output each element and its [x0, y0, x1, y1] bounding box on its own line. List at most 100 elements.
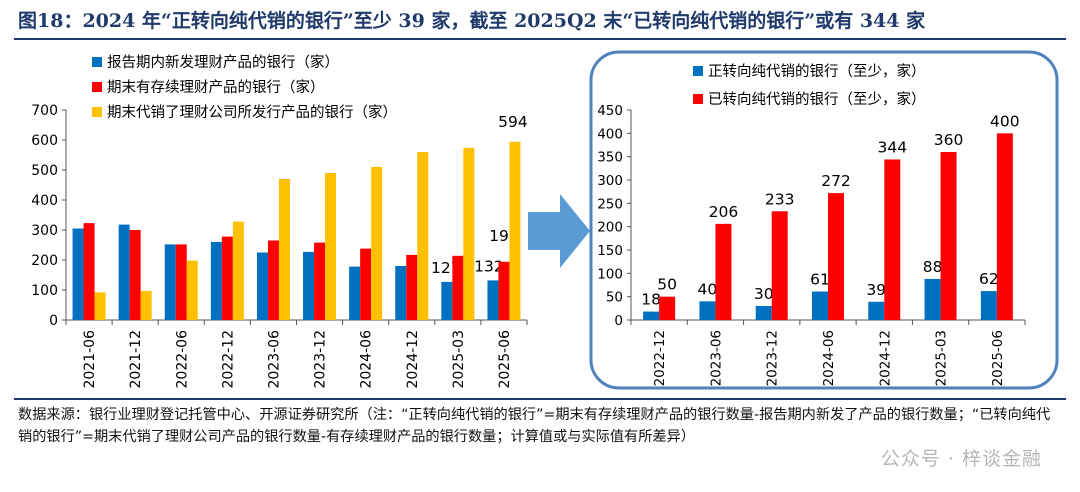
legend-swatch [92, 107, 102, 117]
data-label: 360 [934, 131, 964, 149]
y-tick-label: 700 [31, 103, 58, 119]
y-tick-label: 350 [597, 150, 623, 166]
chart-frame [589, 50, 1059, 390]
x-tick-label: 2024-06 [821, 330, 837, 386]
data-label: 30 [754, 285, 774, 303]
x-tick-label: 2025-06 [990, 330, 1006, 386]
data-label: 39 [866, 281, 886, 299]
bar-red [175, 244, 187, 320]
bar-blue [812, 291, 828, 320]
bar-blue [303, 251, 315, 320]
y-tick-label: 0 [614, 313, 623, 329]
bar-red [267, 240, 279, 320]
data-label: 344 [877, 138, 907, 156]
legend-label: 期末有存续理财产品的银行（家） [107, 79, 325, 96]
x-tick-label: 2022-12 [220, 330, 236, 389]
bar-yellow [417, 152, 429, 320]
bar-blue [72, 228, 84, 320]
watermark: 公众号 · 梓谈金融 [880, 448, 1042, 470]
y-tick-label: 100 [597, 266, 623, 282]
bar-yellow [186, 260, 198, 320]
bar-red [360, 248, 372, 320]
data-label: 400 [990, 112, 1020, 130]
left-bar-chart: 0 100 200 300 400 500 600 700 2021-06 2021-12 2022… [31, 54, 528, 389]
bar-blue [980, 291, 997, 320]
bar-red [221, 236, 233, 320]
legend-label: 已转向纯代销的银行（至少，家） [708, 91, 926, 108]
x-tick-label: 2023-12 [765, 330, 781, 386]
x-tick-label: 2023-06 [266, 330, 282, 389]
legend-label: 报告期内新发理财产品的银行（家） [107, 54, 339, 71]
legend-swatch [693, 94, 703, 104]
source-footnote: 数据来源：银行业理财登记托管中心、开源证券研究所（注：“正转向纯代销的银行”=期… [18, 407, 1051, 445]
bar-red [83, 223, 95, 320]
data-label: 206 [709, 203, 739, 221]
bar-blue [924, 278, 941, 320]
bar-blue [349, 266, 361, 320]
y-tick-label: 200 [597, 220, 623, 236]
x-tick-label: 2023-06 [708, 330, 724, 386]
bar-yellow [232, 221, 244, 320]
bar-blue [699, 301, 716, 320]
data-label: 61 [810, 271, 830, 289]
bar-blue [755, 306, 772, 320]
bar-red [314, 242, 326, 320]
bar-red [452, 255, 464, 320]
bar-red [659, 296, 676, 320]
bar-red [129, 230, 141, 320]
x-tick-label: 2025-06 [497, 330, 513, 389]
data-label: 272 [821, 172, 851, 190]
data-label: 50 [657, 276, 677, 294]
bar-blue [210, 242, 222, 320]
y-tick-label: 50 [606, 290, 623, 306]
legend-label: 正转向纯代销的银行（至少，家） [708, 63, 926, 80]
bar-blue [164, 244, 176, 320]
bar-blue [868, 301, 885, 320]
data-label: 40 [698, 280, 718, 298]
data-label: 88 [923, 258, 943, 276]
y-tick-label: 600 [31, 133, 58, 149]
title-rule [14, 38, 1066, 40]
bar-yellow [463, 147, 475, 320]
footnote-rule [14, 398, 1066, 400]
x-tick-label: 2022-06 [174, 330, 190, 389]
legend-swatch [92, 82, 102, 92]
y-tick-label: 150 [597, 243, 623, 259]
bar-red [828, 193, 844, 320]
legend-label: 期末代销了理财公司所发行产品的银行（家） [107, 104, 397, 121]
bar-blue [643, 311, 660, 320]
data-label: 62 [979, 270, 999, 288]
bar-blue [395, 266, 407, 320]
data-label: 18 [641, 291, 661, 309]
x-tick-label: 2021-12 [128, 330, 144, 389]
x-tick-label: 2021-06 [82, 330, 98, 389]
right-arrow-icon [528, 194, 590, 268]
bar-yellow [94, 292, 106, 320]
bar-red [996, 133, 1013, 320]
legend-swatch [693, 66, 703, 76]
x-tick-label: 2025-03 [934, 330, 950, 386]
bar-red [498, 261, 510, 320]
bar-blue [487, 280, 499, 320]
bar-red [771, 211, 788, 320]
bar-yellow [140, 290, 152, 320]
data-label: 233 [765, 190, 795, 208]
x-tick-label: 2024-12 [405, 330, 421, 389]
bar-red [884, 159, 901, 320]
data-label: 594 [498, 113, 528, 131]
x-tick-label: 2025-03 [451, 330, 467, 389]
y-tick-label: 0 [49, 313, 58, 329]
arrow-shape [528, 194, 590, 268]
y-tick-label: 450 [597, 103, 623, 119]
figure-title: 图18：2024 年“正转向纯代销的银行”至少 39 家，截至 2025Q2 末… [18, 10, 926, 32]
legend-swatch [92, 57, 102, 67]
bar-yellow [325, 173, 337, 320]
y-tick-label: 300 [31, 223, 58, 239]
bar-blue [256, 252, 268, 320]
x-tick-label: 2024-06 [359, 330, 375, 389]
bar-blue [441, 281, 453, 320]
x-tick-label: 2022-12 [652, 330, 668, 386]
y-tick-label: 250 [597, 196, 623, 212]
y-tick-label: 300 [597, 173, 623, 189]
y-tick-label: 200 [31, 253, 58, 269]
